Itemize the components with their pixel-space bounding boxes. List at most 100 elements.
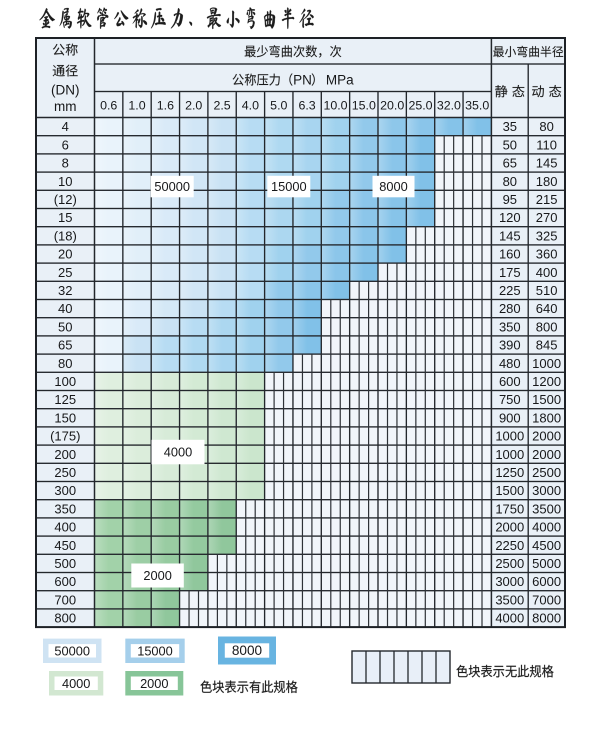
- svg-text:65: 65: [503, 156, 517, 171]
- svg-text:6.3: 6.3: [298, 99, 315, 113]
- svg-text:750: 750: [499, 392, 521, 407]
- svg-text:845: 845: [536, 338, 558, 353]
- svg-text:225: 225: [499, 283, 521, 298]
- svg-text:2.0: 2.0: [185, 99, 202, 113]
- svg-text:(12): (12): [54, 192, 77, 207]
- svg-text:(175): (175): [50, 429, 80, 444]
- svg-text:50: 50: [503, 137, 517, 152]
- svg-text:2500: 2500: [532, 465, 561, 480]
- svg-text:1.6: 1.6: [157, 99, 174, 113]
- svg-text:1200: 1200: [532, 374, 561, 389]
- svg-text:32.0: 32.0: [437, 99, 461, 113]
- svg-text:120: 120: [499, 210, 521, 225]
- svg-text:20: 20: [58, 247, 72, 262]
- svg-text:3500: 3500: [495, 592, 524, 607]
- svg-text:40: 40: [58, 301, 72, 316]
- svg-text:250: 250: [54, 465, 76, 480]
- svg-text:900: 900: [499, 410, 521, 425]
- svg-text:2000: 2000: [495, 520, 524, 535]
- svg-text:180: 180: [536, 174, 558, 189]
- svg-text:mm: mm: [54, 99, 77, 114]
- svg-text:145: 145: [499, 228, 521, 243]
- svg-text:480: 480: [499, 356, 521, 371]
- svg-text:110: 110: [536, 137, 557, 152]
- svg-text:35.0: 35.0: [465, 99, 489, 113]
- svg-text:640: 640: [536, 301, 558, 316]
- svg-text:35: 35: [503, 119, 517, 134]
- svg-text:50000: 50000: [154, 179, 190, 194]
- svg-text:6000: 6000: [532, 574, 561, 589]
- svg-text:100: 100: [54, 374, 76, 389]
- svg-text:4500: 4500: [532, 538, 561, 553]
- svg-text:32: 32: [58, 283, 72, 298]
- svg-text:600: 600: [54, 574, 76, 589]
- svg-text:2000: 2000: [143, 568, 171, 583]
- svg-text:7000: 7000: [532, 592, 561, 607]
- svg-text:400: 400: [54, 520, 76, 535]
- svg-text:600: 600: [499, 374, 521, 389]
- svg-text:1250: 1250: [495, 465, 524, 480]
- svg-text:20.0: 20.0: [380, 99, 404, 113]
- svg-text:80: 80: [539, 119, 553, 134]
- svg-text:360: 360: [536, 247, 558, 262]
- svg-text:4000: 4000: [62, 676, 90, 691]
- svg-text:510: 510: [536, 283, 558, 298]
- svg-text:8000: 8000: [232, 643, 263, 658]
- svg-text:145: 145: [536, 156, 558, 171]
- svg-text:450: 450: [54, 538, 76, 553]
- svg-text:1000: 1000: [495, 429, 524, 444]
- svg-text:5.0: 5.0: [270, 99, 287, 113]
- svg-text:6: 6: [62, 137, 69, 152]
- svg-text:1000: 1000: [495, 447, 524, 462]
- svg-text:MPa: MPa: [326, 73, 354, 88]
- svg-text:8: 8: [62, 156, 69, 171]
- svg-text:PN: PN: [293, 73, 312, 88]
- svg-text:15: 15: [58, 210, 72, 225]
- svg-text:2000: 2000: [532, 429, 561, 444]
- svg-text:3000: 3000: [532, 483, 561, 498]
- svg-text:175: 175: [499, 265, 521, 280]
- svg-text:215: 215: [536, 192, 558, 207]
- svg-text:80: 80: [58, 356, 72, 371]
- svg-text:390: 390: [499, 338, 521, 353]
- svg-text:4.0: 4.0: [242, 99, 259, 113]
- svg-text:4: 4: [62, 119, 69, 134]
- svg-text:350: 350: [54, 501, 76, 516]
- svg-text:1500: 1500: [495, 483, 524, 498]
- svg-text:2000: 2000: [140, 676, 168, 691]
- svg-text:4000: 4000: [495, 611, 524, 626]
- svg-text:200: 200: [54, 447, 76, 462]
- svg-text:2000: 2000: [532, 447, 561, 462]
- svg-text:50: 50: [58, 319, 72, 334]
- svg-text:4000: 4000: [164, 445, 192, 460]
- svg-text:2.5: 2.5: [213, 99, 230, 113]
- svg-text:350: 350: [499, 319, 521, 334]
- svg-text:50000: 50000: [54, 643, 90, 658]
- svg-text:125: 125: [54, 392, 76, 407]
- svg-text:400: 400: [536, 265, 558, 280]
- svg-text:8000: 8000: [532, 611, 561, 626]
- svg-text:4000: 4000: [532, 520, 561, 535]
- svg-text:3000: 3000: [495, 574, 524, 589]
- svg-text:1000: 1000: [532, 356, 561, 371]
- svg-text:1.0: 1.0: [128, 99, 145, 113]
- svg-text:2250: 2250: [495, 538, 524, 553]
- svg-text:15.0: 15.0: [352, 99, 376, 113]
- svg-text:(DN): (DN): [51, 83, 80, 98]
- svg-text:25.0: 25.0: [408, 99, 432, 113]
- svg-text:10: 10: [58, 174, 72, 189]
- svg-text:270: 270: [536, 210, 558, 225]
- svg-text:800: 800: [54, 611, 76, 626]
- svg-text:(18): (18): [54, 228, 77, 243]
- svg-text:1800: 1800: [532, 410, 561, 425]
- svg-text:5000: 5000: [532, 556, 561, 571]
- svg-text:80: 80: [503, 174, 517, 189]
- svg-text:300: 300: [54, 483, 76, 498]
- svg-text:95: 95: [503, 192, 517, 207]
- svg-text:2500: 2500: [495, 556, 524, 571]
- svg-text:1750: 1750: [495, 501, 524, 516]
- svg-text:160: 160: [499, 247, 521, 262]
- svg-text:3500: 3500: [532, 501, 561, 516]
- svg-text:8000: 8000: [379, 179, 407, 194]
- svg-text:15000: 15000: [271, 179, 307, 194]
